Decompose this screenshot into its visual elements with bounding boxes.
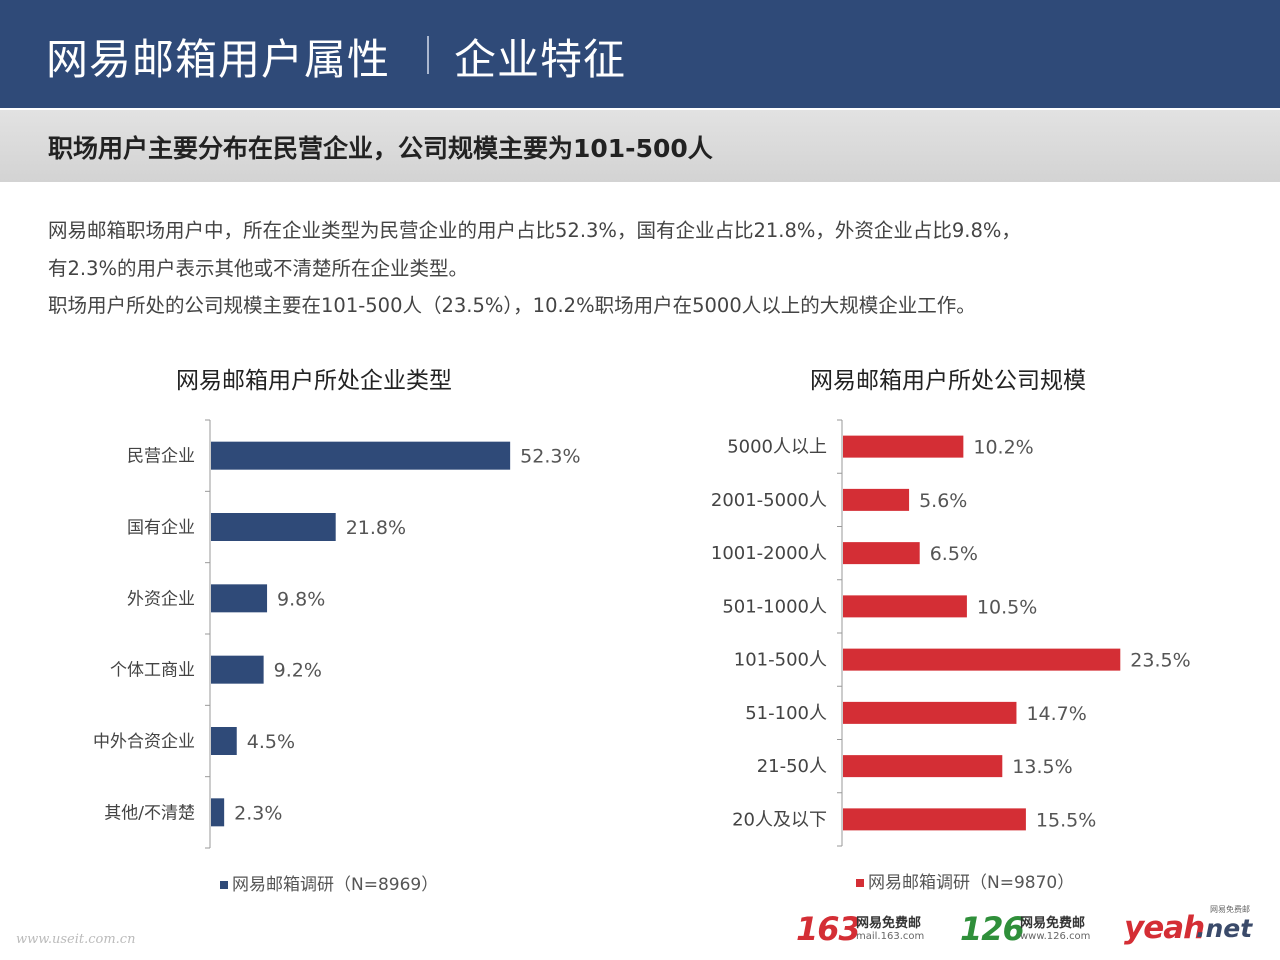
chart2-value-label: 15.5% (1036, 809, 1096, 831)
summary-banner: 职场用户主要分布在民营企业，公司规模主要为101-500人 (0, 110, 1280, 182)
chart1-bar (211, 584, 268, 613)
logo-yeah-tag: 网易免费邮 (1210, 905, 1250, 914)
chart2-category-label: 2001-5000人 (711, 490, 827, 511)
chart1-category-label: 民营企业 (127, 447, 195, 467)
chart2-category-label: 21-50人 (757, 756, 827, 777)
logo-163-number: 163 (796, 910, 861, 948)
chart2-title: 网易邮箱用户所处公司规模 (810, 368, 1086, 394)
chart1-category-label: 国有企业 (127, 518, 195, 538)
description-line-2: 有2.3%的用户表示其他或不清楚所在企业类型。 (48, 257, 469, 280)
logo-163-url: mail.163.com (856, 931, 925, 942)
chart2-bar (843, 488, 910, 511)
chart1-bar (211, 727, 237, 755)
chart2-bar (843, 701, 1017, 724)
logo-yeah-main: yeah (1124, 910, 1205, 946)
logo-126-name: 网易免费邮 (1020, 916, 1086, 931)
logo-126: 126 网易免费邮 www.126.com (960, 906, 1100, 950)
chart1-value-label: 52.3% (520, 446, 580, 468)
chart2-bar (843, 435, 964, 458)
chart2-category-label: 501-1000人 (722, 596, 827, 617)
description-line-1: 网易邮箱职场用户中，所在企业类型为民营企业的用户占比52.3%，国有企业占比21… (48, 219, 1021, 242)
chart1-value-label: 2.3% (234, 802, 282, 824)
chart2-legend-swatch (856, 879, 864, 887)
chart2-value-label: 23.5% (1130, 650, 1190, 672)
logo-yeah-suffix: .net (1196, 914, 1253, 943)
header-bar: 网易邮箱用户属性 企业特征 (0, 0, 1280, 108)
chart2-value-label: 6.5% (930, 543, 978, 565)
chart1-value-label: 4.5% (247, 731, 295, 753)
chart1-category-label: 个体工商业 (110, 661, 195, 681)
chart2-category-label: 51-100人 (745, 703, 827, 724)
chart1-bar (211, 441, 511, 470)
chart2-legend-label: 网易邮箱调研（N=9870） (868, 873, 1074, 893)
chart2-value-label: 13.5% (1012, 756, 1072, 778)
logo-163-name: 网易免费邮 (856, 916, 922, 931)
page-title: 网易邮箱用户属性 (46, 35, 391, 84)
chart1-title: 网易邮箱用户所处企业类型 (176, 368, 452, 394)
chart2-category-label: 101-500人 (734, 650, 827, 671)
chart2-value-label: 10.2% (973, 437, 1033, 459)
chart1-bar (211, 513, 336, 541)
chart2-value-label: 5.6% (919, 490, 967, 512)
chart1-value-label: 9.8% (277, 588, 325, 610)
logo-163: 163 网易免费邮 mail.163.com (796, 906, 936, 950)
summary-text: 职场用户主要分布在民营企业，公司规模主要为101-500人 (48, 134, 713, 163)
chart2-bar (843, 648, 1121, 671)
chart1-category-label: 其他/不清楚 (104, 803, 195, 823)
title-divider (427, 36, 429, 74)
chart1-bar (211, 655, 264, 684)
chart2-category-label: 5000人以上 (727, 437, 827, 458)
chart2-value-label: 14.7% (1026, 703, 1086, 725)
description-line-3: 职场用户所处的公司规模主要在101-500人（23.5%），10.2%职场用户在… (48, 294, 976, 317)
chart2-bar (843, 755, 1003, 778)
chart2-category-label: 20人及以下 (732, 809, 827, 830)
chart1-category-label: 外资企业 (127, 589, 195, 609)
logo-126-number: 126 (960, 910, 1025, 948)
chart1-value-label: 9.2% (274, 660, 322, 682)
chart1-value-label: 21.8% (346, 517, 406, 539)
chart2-category-label: 1001-2000人 (711, 543, 827, 564)
logo-126-url: www.126.com (1020, 931, 1091, 942)
chart2-bar (843, 595, 967, 618)
logo-yeah: yeah .net 网易免费邮 (1124, 905, 1264, 950)
page-subtitle: 企业特征 (454, 35, 627, 84)
chart1-category-label: 中外合资企业 (93, 732, 195, 752)
watermark: www.useit.com.cn (16, 932, 136, 947)
chart2-bar (843, 808, 1026, 831)
chart1-bar (211, 798, 225, 827)
chart2-bar (843, 542, 920, 565)
chart1-legend-swatch (220, 881, 228, 889)
chart2-value-label: 10.5% (977, 596, 1037, 618)
chart1-legend-label: 网易邮箱调研（N=8969） (232, 875, 438, 895)
